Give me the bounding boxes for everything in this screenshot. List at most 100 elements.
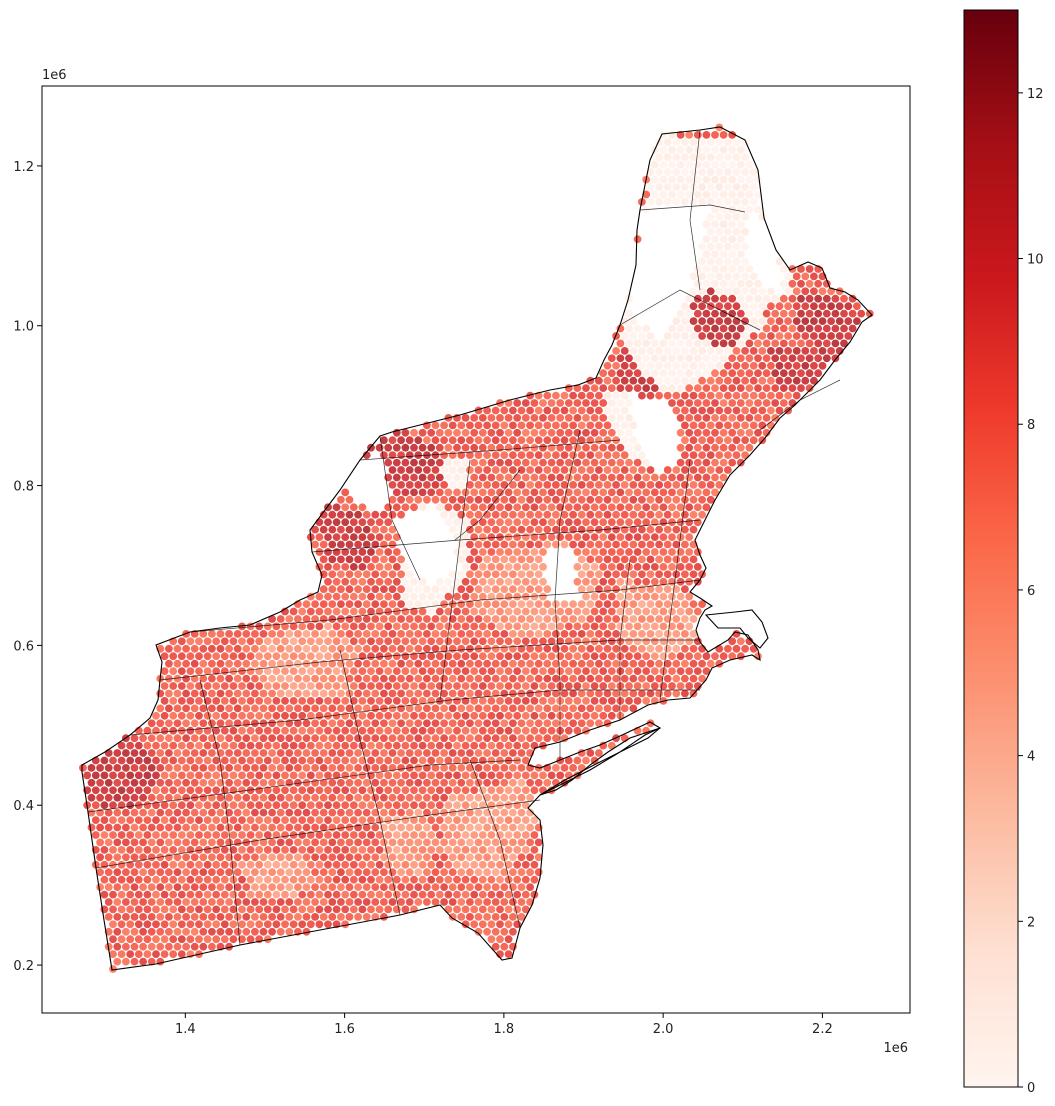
hex-dot — [625, 384, 633, 392]
hex-dot — [638, 644, 646, 653]
hex-dot — [681, 198, 689, 206]
hex-dot — [470, 503, 479, 512]
hex-dot — [741, 242, 749, 251]
hex-dot — [590, 577, 599, 586]
hex-dot — [534, 659, 543, 668]
hex-dot — [341, 726, 350, 735]
hex-dot — [341, 592, 350, 601]
hex-dot — [362, 570, 371, 579]
hex-dot — [655, 630, 663, 638]
hex-dot — [220, 726, 229, 735]
hex-dot — [814, 369, 823, 378]
hex-dot — [126, 890, 135, 899]
hex-dot — [543, 421, 552, 430]
hex-dot — [302, 793, 311, 802]
hex-dot — [599, 563, 608, 571]
hex-dot — [358, 533, 367, 541]
hex-dot — [500, 674, 509, 683]
hex-dot — [165, 689, 173, 698]
hex-dot — [711, 190, 719, 199]
hex-dot — [521, 577, 530, 586]
hex-dot — [650, 682, 659, 690]
hex-dot — [375, 890, 384, 899]
hex-dot — [509, 734, 517, 743]
hex-dot — [595, 421, 603, 430]
hex-dot — [681, 644, 689, 653]
hex-dot — [595, 510, 603, 519]
hex-dot — [577, 659, 586, 668]
hex-dot — [513, 846, 522, 854]
hex-dot — [496, 831, 504, 839]
hex-dot — [526, 883, 534, 891]
hex-dot — [177, 652, 186, 661]
hex-dot — [298, 860, 307, 869]
hex-dot — [487, 667, 496, 675]
hex-dot — [208, 927, 216, 936]
hex-dot — [276, 644, 285, 653]
hex-dot — [474, 719, 483, 728]
hex-dot — [195, 741, 203, 750]
hex-dot — [840, 294, 848, 303]
hex-dot — [663, 466, 672, 474]
hex-dot — [715, 406, 724, 415]
hex-dot — [517, 436, 526, 445]
hex-dot — [599, 458, 608, 467]
hex-dot — [117, 875, 126, 884]
hex-dot — [397, 495, 405, 504]
hex-dot — [354, 734, 362, 743]
hex-dot — [362, 793, 371, 802]
hex-dot — [504, 682, 513, 690]
hex-dot — [822, 309, 831, 318]
hex-dot — [724, 227, 732, 236]
hex-dot — [736, 324, 745, 333]
hex-dot — [569, 644, 577, 653]
hex-dot — [547, 711, 556, 720]
hex-dot — [659, 622, 668, 631]
hex-dot — [698, 570, 706, 579]
county-boundary — [359, 439, 621, 461]
hex-dot — [324, 801, 332, 810]
hex-dot — [427, 607, 436, 616]
hex-dot — [397, 451, 405, 459]
hex-dot — [414, 853, 423, 862]
hex-dot — [440, 778, 448, 787]
hex-dot — [655, 510, 663, 519]
hex-dot — [104, 793, 113, 802]
hex-dot — [646, 570, 655, 579]
hex-dot — [758, 317, 767, 325]
hex-dot — [302, 778, 311, 787]
hex-dot — [646, 540, 655, 549]
hex-dot — [298, 816, 307, 824]
hex-dot — [276, 704, 285, 713]
hex-dot — [693, 428, 702, 437]
hex-dot — [354, 510, 362, 519]
hex-dot — [345, 868, 354, 877]
hex-dot — [698, 391, 706, 400]
hex-dot — [526, 600, 534, 608]
hex-dot — [238, 860, 246, 869]
hex-dot — [380, 808, 388, 817]
hex-dot — [599, 622, 608, 631]
hex-dot — [328, 749, 337, 757]
hex-dot — [573, 726, 582, 735]
hex-dot — [517, 808, 526, 817]
hex-dot — [435, 741, 444, 750]
hex-dot — [491, 898, 500, 906]
hex-dot — [724, 153, 732, 162]
hex-dot — [741, 644, 749, 653]
hex-dot — [414, 749, 423, 757]
hex-dot — [715, 481, 724, 489]
hex-dot — [384, 905, 393, 914]
hex-dot — [388, 615, 397, 623]
hex-dot — [706, 421, 715, 430]
hex-dot — [582, 711, 590, 720]
hex-dot — [328, 704, 337, 713]
hex-dot — [246, 801, 255, 810]
hex-dot — [302, 853, 311, 862]
hex-dot — [453, 726, 461, 735]
hex-dot — [405, 644, 414, 653]
hex-dot — [444, 443, 453, 452]
hex-dot — [655, 198, 663, 206]
hex-dot — [633, 682, 642, 690]
hex-dot — [693, 637, 702, 646]
